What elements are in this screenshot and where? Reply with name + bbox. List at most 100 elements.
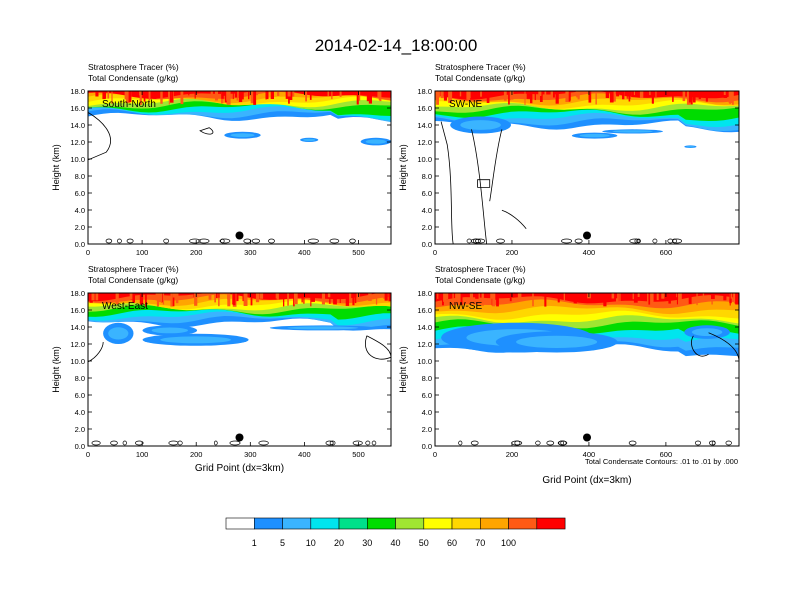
tracer-patch-core	[691, 328, 723, 336]
tracer-streak	[321, 293, 325, 305]
low-condensate-contour	[198, 238, 210, 244]
low-condensate-contour	[220, 238, 225, 244]
y-tick-label: 2.0	[422, 223, 432, 232]
tracer-streak	[486, 91, 490, 103]
x-tick-label: 600	[660, 450, 673, 459]
low-condensate-contour	[126, 238, 134, 244]
tracer-streak	[253, 91, 257, 105]
low-condensate-contour	[629, 238, 641, 244]
y-tick-label: 2.0	[422, 425, 432, 434]
subtitle-condensate: Total Condensate (g/kg)	[435, 275, 525, 285]
tracer-streak	[455, 293, 459, 304]
tracer-streak	[270, 91, 274, 99]
tracer-streak	[368, 293, 372, 301]
tracer-streak	[236, 91, 238, 101]
tracer-streak	[172, 293, 176, 298]
low-condensate-contour	[711, 440, 716, 446]
tracer-streak	[188, 91, 190, 96]
low-condensate-contour	[122, 440, 127, 446]
tracer-streak	[676, 293, 678, 305]
tracer-streak	[729, 91, 731, 104]
subtitle-field: Stratosphere Tracer (%)	[435, 62, 526, 72]
tracer-streak	[605, 91, 610, 98]
colorbar-swatch	[338, 517, 368, 530]
tracer-streak	[530, 91, 533, 104]
tracer-streak	[647, 293, 649, 306]
tracer-streak	[356, 91, 359, 105]
low-condensate-contour	[329, 440, 336, 446]
tracer-streak	[492, 293, 496, 307]
colorbar-swatch	[508, 517, 538, 530]
tracer-streak	[475, 293, 479, 299]
tracer-streak	[168, 91, 170, 105]
panel-sw-ne: SW-NE Stratosphere Tracer (%)Total Conden…	[398, 62, 740, 257]
tracer-streak	[345, 293, 350, 306]
tracer-streak	[668, 293, 671, 304]
low-condensate-contour	[473, 238, 480, 244]
tracer-streak	[227, 293, 231, 307]
condensate-contour	[489, 129, 503, 202]
tracer-streak	[583, 293, 585, 300]
tracer-streak	[352, 293, 355, 306]
tracer-streak	[444, 293, 449, 300]
subtitle-condensate: Total Condensate (g/kg)	[435, 73, 525, 83]
y-tick-label: 16.0	[70, 104, 85, 113]
tracer-streak	[291, 91, 295, 97]
tracer-streak	[378, 91, 380, 101]
y-tick-label: 10.0	[70, 155, 85, 164]
colorbar-label: 100	[501, 538, 516, 548]
x-tick-label: 400	[298, 450, 311, 459]
tracer-streak	[690, 91, 693, 105]
colorbar-label: 1	[252, 538, 257, 548]
tracer-streak	[633, 293, 638, 303]
tracer-streak	[615, 293, 618, 299]
location-marker	[235, 231, 244, 240]
tracer-streak	[139, 91, 142, 105]
tracer-streak	[111, 91, 113, 104]
low-condensate-contour	[652, 238, 658, 244]
tracer-streak	[729, 293, 731, 306]
colorbar-swatch	[451, 517, 481, 530]
tracer-patch-core	[287, 326, 359, 330]
subtitle-field: Stratosphere Tracer (%)	[88, 264, 179, 274]
colorbar-swatch	[310, 517, 340, 530]
low-condensate-contour	[105, 238, 113, 244]
y-tick-label: 14.0	[70, 121, 85, 130]
tracer-streak	[275, 293, 277, 299]
tracer-streak	[107, 91, 110, 99]
tracer-streak	[158, 293, 163, 303]
low-condensate-contour	[349, 238, 356, 244]
tracer-streak	[439, 91, 441, 98]
tracer-streak	[611, 293, 615, 299]
colorbar: 1 5 10 20 30 40 50 60 70 100	[225, 517, 566, 548]
tracer-streak	[293, 293, 295, 307]
tracer-streak	[475, 91, 479, 96]
tracer-streak	[309, 91, 312, 100]
tracer-streak	[379, 91, 382, 102]
tracer-streak	[628, 91, 631, 102]
tracer-field	[88, 91, 391, 244]
condensate-contour	[365, 335, 391, 360]
tracer-streak	[563, 293, 565, 301]
low-condensate-contour	[365, 440, 371, 446]
tracer-streak	[377, 91, 380, 99]
y-tick-label: 6.0	[75, 189, 85, 198]
low-condensate-contour	[189, 238, 201, 244]
low-condensate-contour	[268, 238, 275, 244]
low-condensate-contour	[561, 238, 573, 244]
tracer-streak	[303, 293, 305, 304]
tracer-streak	[698, 91, 701, 100]
low-condensate-contour	[219, 238, 231, 244]
low-condensate-contour	[628, 440, 637, 446]
colorbar-label: 10	[306, 538, 316, 548]
tracer-streak	[311, 293, 315, 302]
tracer-streak	[237, 91, 240, 96]
tracer-streak	[626, 293, 630, 300]
tracer-streak	[573, 293, 577, 304]
tracer-streak	[651, 91, 654, 104]
tracer-streak	[333, 293, 337, 305]
condensate-contour	[471, 129, 488, 244]
low-condensate-contour	[458, 440, 463, 446]
figure-title: 2014-02-14_18:00:00	[315, 36, 478, 55]
